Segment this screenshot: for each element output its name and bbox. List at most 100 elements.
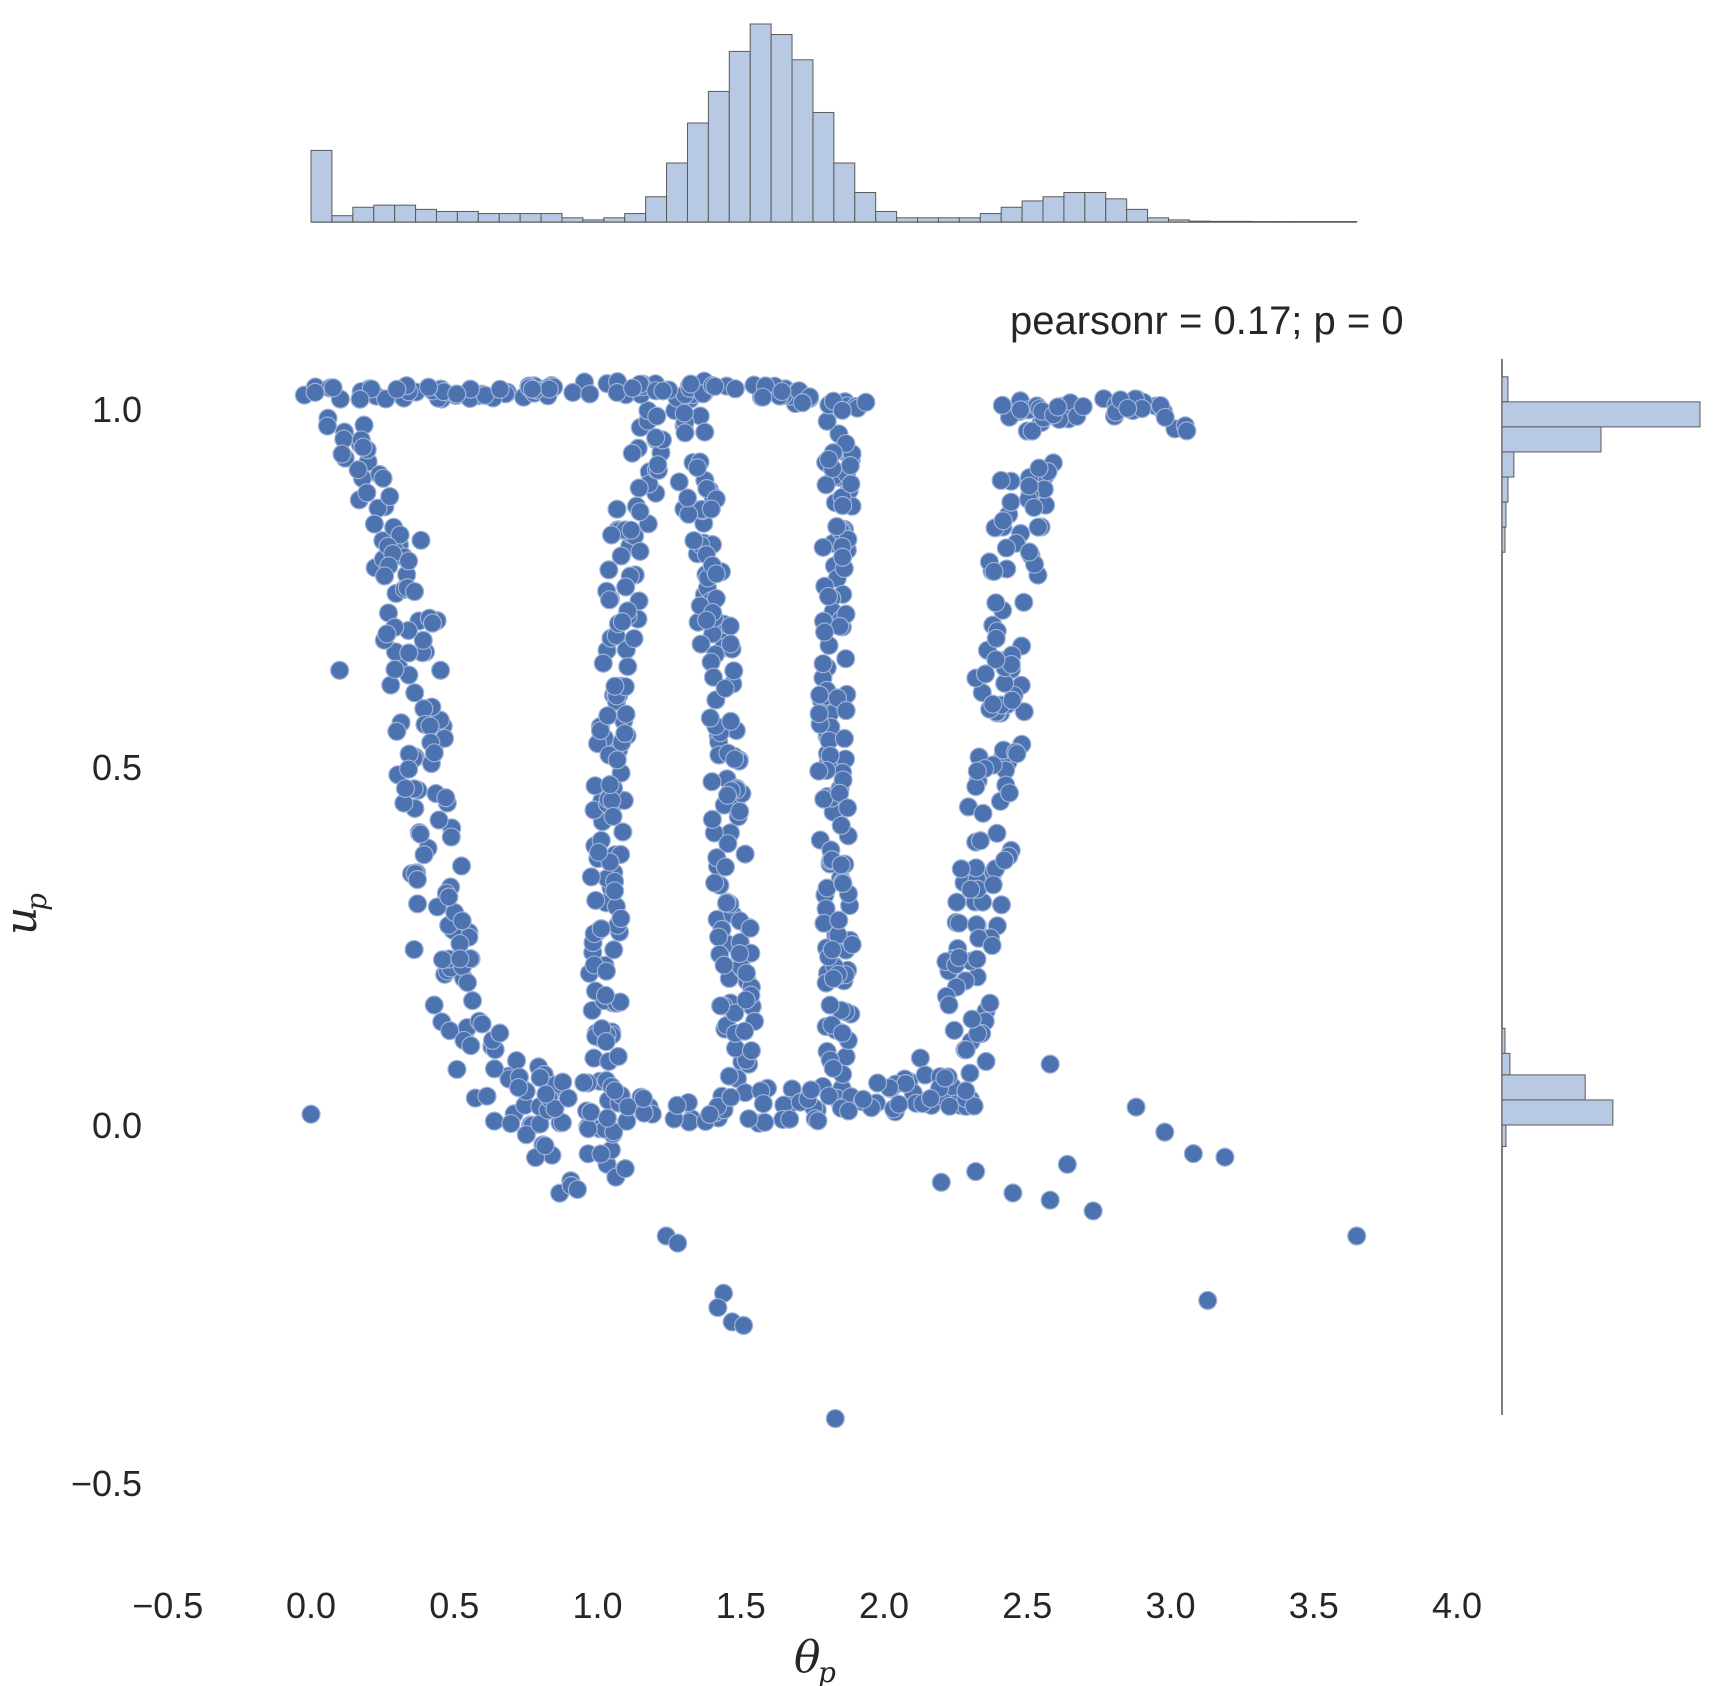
scatter-point [674,403,694,423]
scatter-point [935,1068,955,1088]
scatter-point [780,1109,800,1129]
scatter-point [986,593,1006,613]
scatter-point [714,955,734,975]
x-hist-bar [519,213,542,223]
scatter-point [605,881,625,901]
y-marginal-histogram [1501,358,1701,1415]
scatter-point [630,541,650,561]
scatter-point [986,628,1006,649]
x-hist-bar [1230,220,1253,223]
scatter-point [986,650,1006,670]
x-tick-label: 2.5 [1002,1585,1052,1626]
y-axis-label-main: u [0,907,47,935]
scatter-point [1048,397,1068,417]
scatter-point [586,890,606,911]
scatter-point [605,676,625,696]
scatter-point [317,416,338,436]
scatter-point [647,406,667,426]
scatter-point [522,379,542,399]
scatter-point [853,1089,873,1109]
scatter-point [441,827,461,847]
y-hist-bar [1501,501,1507,528]
scatter-point [939,995,959,1015]
x-hist-bar [917,217,939,223]
scatter-point [451,856,472,876]
x-hist-bar [707,90,730,223]
y-hist-bar [1501,1099,1614,1126]
scatter-point [1003,1183,1023,1203]
x-hist-bar [854,192,877,223]
scatter-point [381,675,401,695]
y-tick-label: 1.0 [92,389,142,430]
scatter-point [602,790,622,811]
scatter-point [753,1094,773,1114]
y-hist-bar [1501,451,1515,478]
scatter-point [605,1081,625,1101]
x-tick-label: 2.0 [859,1585,909,1626]
scatter-point [987,823,1007,843]
scatter-point [976,1051,996,1072]
scatter-point [703,667,724,687]
scatter-point [330,660,350,680]
scatter-point [960,1063,980,1083]
scatter-point [484,1059,505,1079]
scatter-point [700,708,720,728]
scatter-point [991,470,1011,491]
scatter-point [962,1009,982,1029]
scatter-point [716,893,737,913]
scatter-point [755,1112,775,1132]
x-tick-label: 0.5 [429,1585,479,1626]
scatter-point [996,538,1016,558]
scatter-point [818,586,839,607]
y-axis-label: u p [0,893,53,935]
x-hist-bar [498,213,521,223]
scatter-point [814,622,835,642]
scatter-point [734,1315,754,1336]
scatter-point [553,1072,573,1092]
scatter-point [407,870,427,890]
scatter-point [706,564,726,584]
scatter-point [1155,1122,1175,1142]
scatter-point [608,1046,628,1067]
scatter-point [721,711,741,731]
x-hist-bar [728,50,751,223]
scatter-point [377,624,397,644]
x-tick-label: 3.5 [1289,1585,1339,1626]
scatter-point [597,1108,618,1128]
scatter-point [681,374,701,394]
scatter-point [580,384,600,404]
scatter-point [350,389,370,409]
scatter-point [819,1086,839,1106]
x-hist-bar [582,219,605,223]
scatter-point [819,449,839,469]
scatter-point [817,411,837,431]
scatter-point [831,815,851,836]
scatter-point [970,831,991,851]
x-hist-bar [958,217,981,223]
scatter-point [539,379,559,399]
x-hist-bar [477,213,500,223]
scatter-point [841,474,861,494]
scatter-point [429,810,449,830]
scatter-point [809,704,829,724]
x-tick-label: 1.0 [572,1585,622,1626]
y-hist-bar [1501,476,1509,503]
scatter-point [399,759,419,779]
scatter-point [1019,542,1039,562]
scatter-point [390,525,410,545]
scatter-point [717,785,738,805]
scatter-point [596,1032,616,1052]
scatter-point [702,809,722,829]
x-hist-bar [749,23,772,223]
scatter-point [700,1104,720,1125]
scatter-point [724,661,744,681]
scatter-point [720,616,740,636]
scatter-point [739,1109,759,1129]
scatter-point [430,660,451,680]
scatter-point [973,803,993,823]
y-hist-bar [1501,426,1602,453]
scatter-point [823,968,843,989]
y-hist-bar [1501,401,1701,428]
scatter-point [813,537,833,557]
scatter-point [867,1073,888,1093]
